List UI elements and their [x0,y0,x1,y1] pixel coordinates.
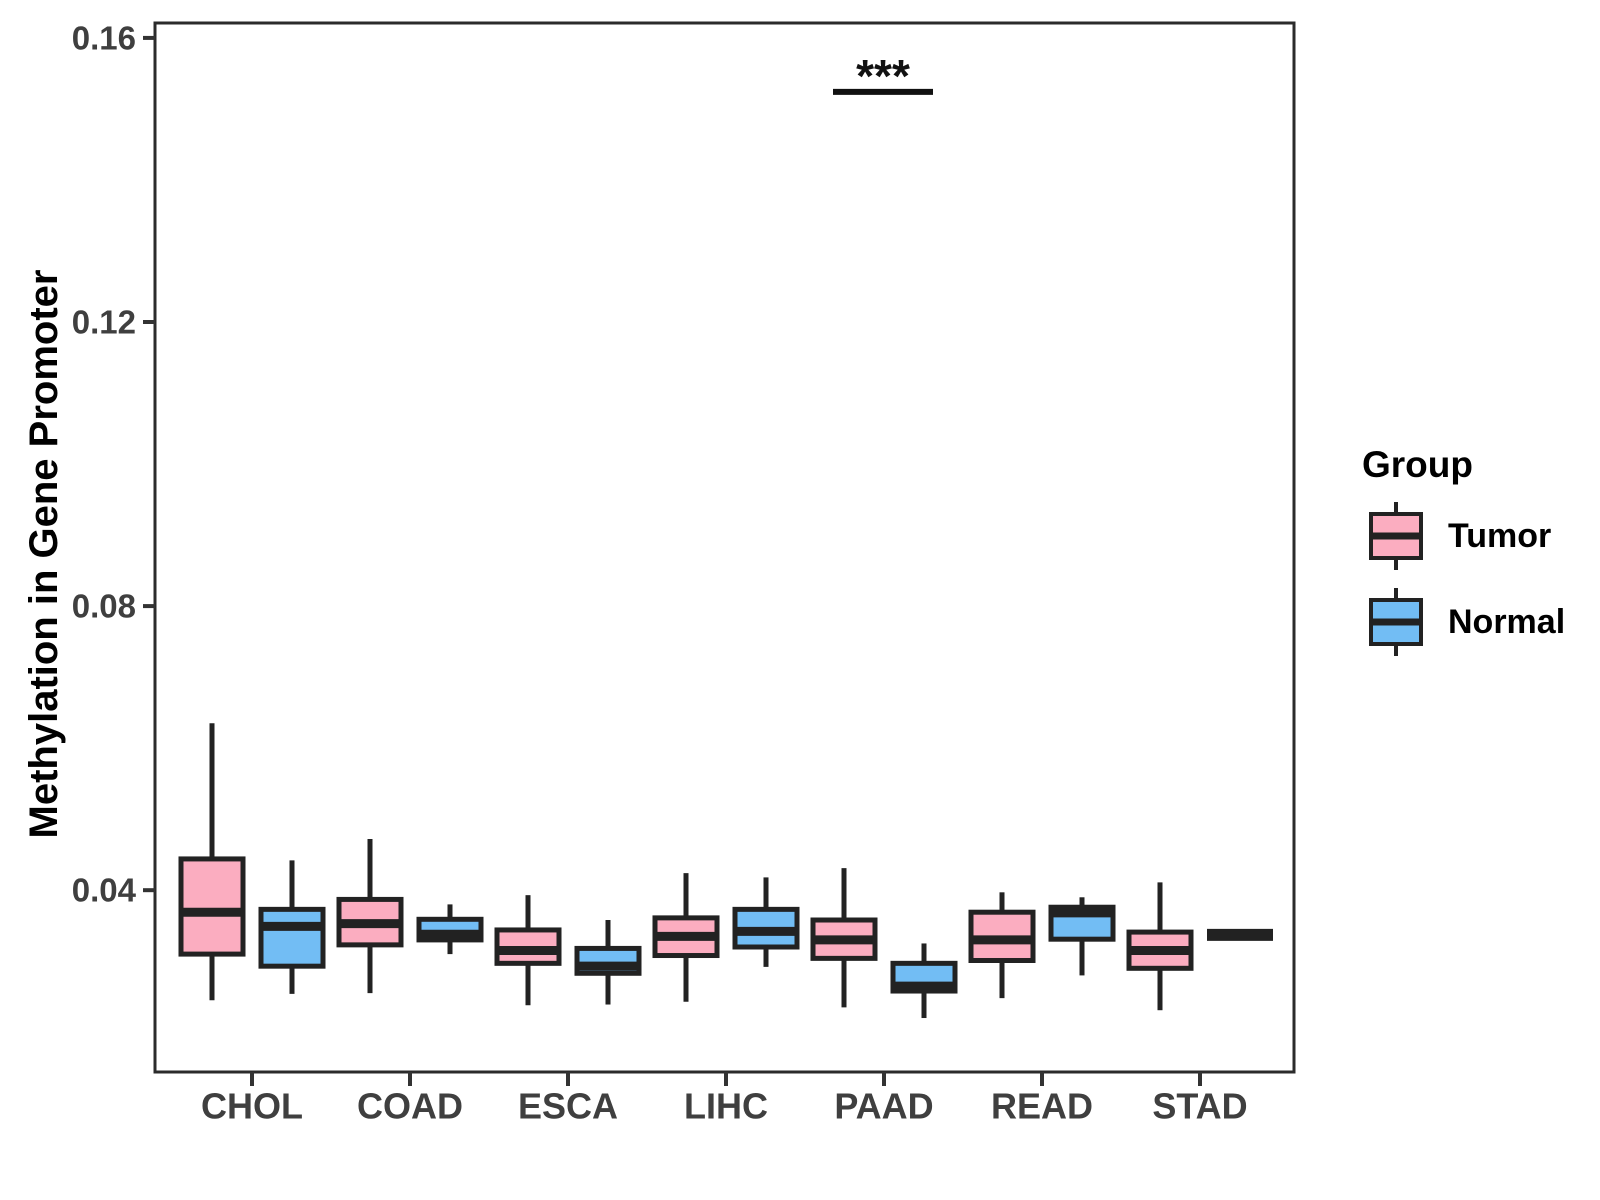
boxplot-chol-tumor-box [178,856,246,957]
y-tick-label-0.12: 0.12 [72,304,136,341]
legend-item-normal: Normal [1338,586,1598,658]
x-tick-label-COAD: COAD [357,1086,463,1127]
y-tick-label-0.08: 0.08 [72,588,136,625]
y-axis-title: Methylation in Gene Promoter [22,269,66,839]
boxplot-chol-normal-box [258,906,326,969]
y-tick-label-0.16: 0.16 [72,19,136,56]
legend-item-tumor: Tumor [1338,500,1598,572]
legend-title: Group [1362,444,1473,485]
x-tick-label-READ: READ [991,1086,1093,1127]
x-tick-label-PAAD: PAAD [834,1086,933,1127]
legend: Group Tumor Normal [1338,444,1598,658]
legend-label-normal: Normal [1448,602,1566,641]
normal-boxplot-key-icon [1369,588,1423,656]
significance-label: *** [856,50,910,102]
x-tick-label-ESCA: ESCA [518,1086,618,1127]
x-tick-label-LIHC: LIHC [684,1086,768,1127]
tumor-boxplot-key-icon [1369,502,1423,570]
x-tick-label-STAD: STAD [1152,1086,1247,1127]
x-tick-label-CHOL: CHOL [201,1086,303,1127]
y-tick-label-0.04: 0.04 [72,872,137,909]
legend-label-tumor: Tumor [1448,516,1552,555]
plot-panel-border [153,21,1296,1074]
